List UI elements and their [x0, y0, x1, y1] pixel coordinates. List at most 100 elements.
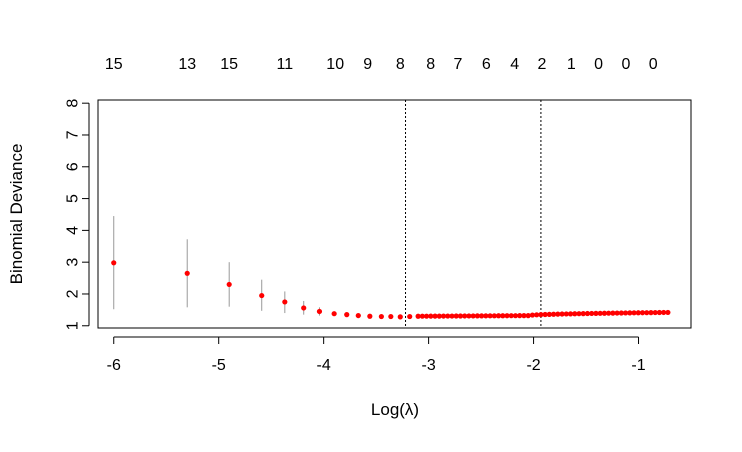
data-point-29: [474, 313, 480, 319]
x-tick-label-1: -5: [212, 357, 226, 374]
top-axis-labels: 15 13 15 11 10 9 8 8 7 6 4 2 1 0 0 0: [105, 56, 658, 73]
data-point-33: [491, 313, 497, 319]
data-point-69: [644, 310, 650, 316]
top-label-7: 8: [426, 56, 435, 73]
data-point-50: [563, 311, 569, 317]
data-point-11: [378, 313, 384, 320]
data-point-5: [301, 305, 307, 311]
data-point-52: [572, 311, 578, 317]
data-point-25: [457, 313, 464, 319]
data-point-13: [397, 314, 403, 320]
data-point-14: [407, 313, 413, 320]
data-point-31: [483, 313, 489, 319]
data-point-42: [529, 312, 536, 318]
data-point-6: [316, 308, 323, 315]
data-point-10: [367, 313, 373, 319]
top-label-12: 1: [567, 56, 576, 73]
data-point-58: [597, 310, 603, 316]
x-axis-title: Log(λ): [371, 400, 419, 419]
data-point-1: [184, 270, 190, 276]
data-point-28: [470, 313, 476, 319]
top-label-5: 9: [363, 56, 372, 73]
data-point-23: [449, 313, 455, 319]
top-label-13: 0: [594, 56, 603, 73]
data-point-66: [631, 310, 637, 316]
data-point-74: [665, 309, 671, 316]
data-point-40: [521, 313, 527, 319]
data-point-30: [479, 313, 485, 319]
data-point-45: [542, 311, 548, 318]
data-point-20: [436, 313, 442, 319]
data-point-24: [453, 313, 459, 319]
data-point-46: [546, 311, 552, 317]
y-tick-label-2: 3: [65, 258, 82, 267]
data-point-73: [661, 309, 667, 316]
top-label-8: 7: [454, 56, 463, 73]
x-tick-label-0: -6: [107, 357, 121, 374]
top-label-1: 13: [178, 56, 196, 73]
data-point-9: [355, 312, 361, 319]
y-tick-label-0: 1: [65, 321, 82, 330]
data-point-68: [639, 310, 646, 316]
top-label-10: 4: [510, 56, 519, 73]
data-point-0: [111, 260, 117, 266]
top-label-6: 8: [396, 56, 405, 73]
x-tick-label-5: -1: [631, 357, 645, 374]
data-point-43: [534, 312, 540, 318]
data-point-67: [635, 310, 641, 316]
reference-lines: [405, 100, 542, 328]
y-tick-label-6: 7: [65, 130, 82, 139]
data-point-8: [344, 312, 350, 318]
data-point-53: [576, 311, 582, 317]
data-point-7: [331, 311, 337, 317]
data-point-63: [618, 310, 624, 316]
data-point-34: [495, 313, 502, 319]
data-point-59: [601, 310, 608, 316]
data-point-47: [550, 311, 557, 317]
y-tick-label-1: 2: [65, 289, 82, 298]
top-label-2: 15: [220, 56, 238, 73]
data-point-26: [462, 313, 468, 319]
data-point-48: [555, 311, 561, 317]
data-point-57: [593, 310, 599, 316]
data-point-72: [656, 309, 663, 316]
data-point-21: [440, 313, 447, 319]
y-axis-title: Binomial Deviance: [7, 144, 26, 285]
data-point-12: [388, 313, 394, 320]
top-label-3: 11: [277, 56, 294, 73]
top-label-9: 6: [482, 56, 491, 73]
data-point-60: [606, 310, 612, 316]
top-label-15: 0: [649, 56, 658, 73]
data-point-56: [589, 310, 595, 317]
top-label-4: 10: [326, 56, 344, 73]
y-axis: 1 2 3 4 5 6 7 8: [65, 99, 90, 330]
y-tick-label-4: 5: [65, 194, 82, 203]
top-label-11: 2: [538, 56, 547, 73]
data-point-71: [652, 309, 658, 316]
data-point-37: [508, 313, 514, 319]
data-point-35: [500, 313, 506, 319]
data-points: [111, 260, 671, 320]
data-point-27: [466, 313, 472, 319]
data-point-3: [259, 292, 265, 299]
data-point-49: [559, 311, 565, 317]
data-point-22: [445, 313, 451, 319]
data-point-17: [423, 313, 430, 319]
x-axis: -6 -5 -4 -3 -2 -1: [107, 336, 646, 374]
y-tick-label-7: 8: [65, 99, 82, 108]
data-point-44: [538, 312, 544, 318]
data-point-15: [415, 313, 421, 319]
data-point-2: [226, 281, 232, 288]
x-tick-label-4: -2: [526, 357, 540, 374]
data-point-4: [282, 299, 288, 305]
data-point-54: [580, 311, 586, 317]
data-point-38: [512, 313, 519, 319]
x-tick-label-3: -3: [421, 357, 435, 374]
y-tick-label-5: 6: [65, 162, 82, 171]
data-point-61: [610, 310, 616, 316]
error-bars: [113, 216, 320, 316]
data-point-41: [525, 312, 531, 319]
data-point-51: [567, 311, 574, 317]
data-point-19: [432, 313, 438, 319]
